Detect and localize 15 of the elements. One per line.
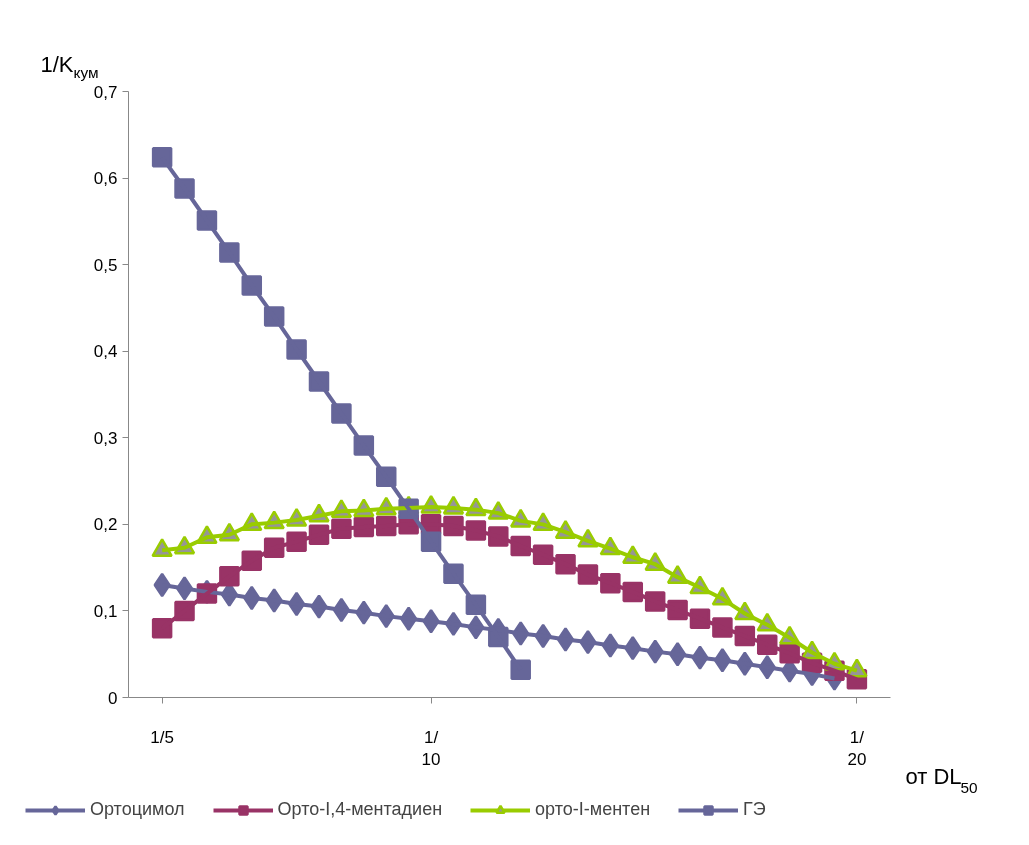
legend-label: Ортоцимол xyxy=(90,799,185,820)
y-tick-label: 0,1 xyxy=(93,601,118,621)
legend-label: ГЭ xyxy=(743,799,766,820)
legend-label: орто-I-ментен xyxy=(535,799,651,820)
y-tick-label: 0,6 xyxy=(93,169,118,189)
y-tick-label: 0 xyxy=(108,688,118,708)
legend-label: Орто-I,4-ментадиен xyxy=(277,799,443,820)
y-tick-label: 0,2 xyxy=(93,515,118,535)
x-tick-label: 1/ 10 xyxy=(421,727,441,770)
y-tick-label: 0,5 xyxy=(93,255,118,275)
y-tick-label: 0,3 xyxy=(93,428,118,448)
x-tick-label: 1/5 xyxy=(150,727,174,747)
y-tick-label: 0,4 xyxy=(93,342,118,362)
y-tick-label: 0,7 xyxy=(93,82,118,102)
x-tick-label: 1/ 20 xyxy=(847,727,867,770)
